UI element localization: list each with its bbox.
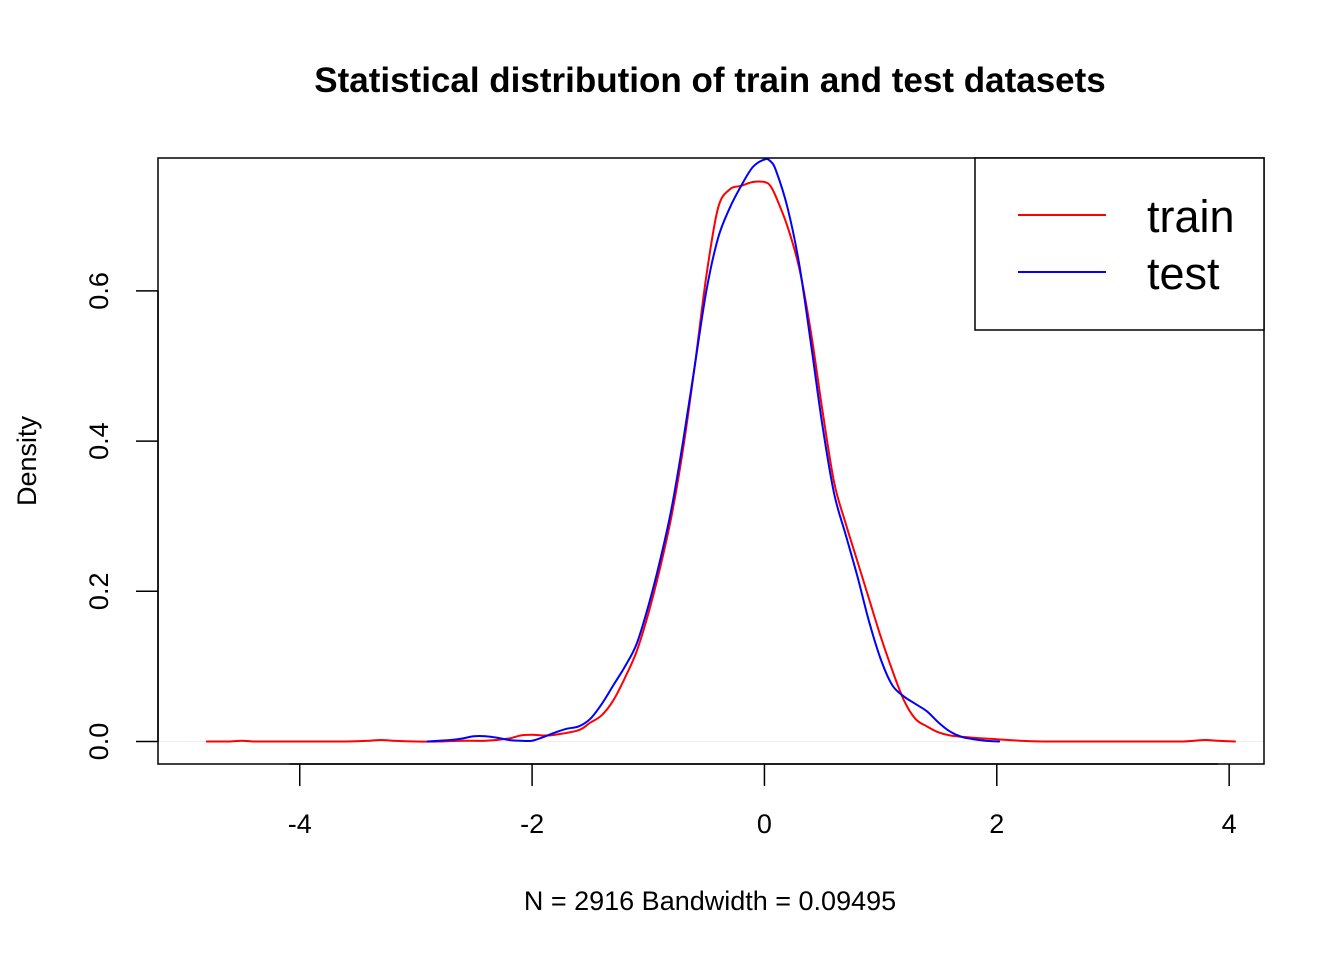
y-tick-label: 0.0 (84, 723, 114, 761)
x-axis: -4 -2 0 2 4 (288, 763, 1237, 839)
x-axis-label: N = 2916 Bandwidth = 0.09495 (524, 886, 896, 916)
legend-label-train: train (1147, 191, 1235, 242)
y-tick-label: 0.6 (84, 272, 114, 310)
y-axis: 0.0 0.2 0.4 0.6 (84, 272, 159, 761)
chart-title: Statistical distribution of train and te… (314, 61, 1106, 100)
series-layer (205, 158, 1236, 743)
legend-box (974, 157, 1265, 331)
series-line-test (426, 158, 1001, 743)
x-tick-label: -4 (288, 809, 312, 839)
y-tick-label: 0.2 (84, 573, 114, 611)
legend: train test (974, 157, 1265, 331)
legend-label-test: test (1147, 248, 1220, 299)
x-tick-label: -2 (520, 809, 544, 839)
y-tick-label: 0.4 (84, 422, 114, 460)
x-tick-label: 4 (1222, 809, 1237, 839)
x-tick-label: 0 (757, 809, 772, 839)
y-axis-label: Density (12, 415, 42, 506)
x-tick-label: 2 (989, 809, 1004, 839)
